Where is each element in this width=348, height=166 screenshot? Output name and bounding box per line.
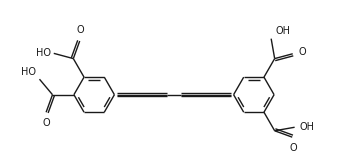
Text: HO: HO bbox=[21, 67, 35, 77]
Text: O: O bbox=[298, 47, 306, 57]
Text: OH: OH bbox=[275, 26, 290, 36]
Text: O: O bbox=[77, 25, 84, 35]
Text: HO: HO bbox=[35, 48, 51, 58]
Text: O: O bbox=[42, 118, 50, 128]
Text: OH: OH bbox=[299, 122, 314, 132]
Text: O: O bbox=[290, 143, 298, 153]
